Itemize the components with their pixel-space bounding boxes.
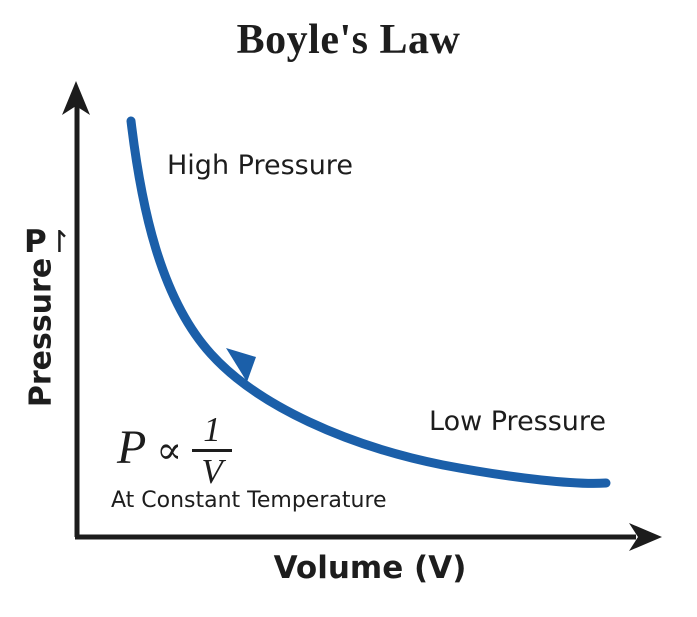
x-axis-label: Volume (V) <box>273 550 467 586</box>
isotherm-curve <box>126 116 611 488</box>
fraction-denominator: V <box>201 452 223 491</box>
diagram-title: Boyle's Law <box>236 17 461 63</box>
high-pressure-annotation: High Pressure <box>167 150 353 181</box>
constant-temperature-note: At Constant Temperature <box>111 488 387 513</box>
fraction-bar <box>192 449 233 452</box>
fraction-numerator: 1 <box>203 410 221 449</box>
formula: P ∝ 1 V <box>117 410 233 491</box>
y-axis-symbol: P↾ <box>24 224 72 260</box>
up-arrow-icon: ↾ <box>46 225 72 260</box>
y-axis-label: Pressure <box>23 257 59 408</box>
formula-fraction: 1 V <box>192 410 233 491</box>
low-pressure-annotation: Low Pressure <box>429 406 607 437</box>
pressure-symbol: P <box>24 224 47 260</box>
formula-lhs: P <box>117 420 147 474</box>
x-axis-arrow-icon <box>629 523 662 551</box>
y-axis-arrow-icon <box>62 81 90 115</box>
curve-direction-arrow-icon <box>226 348 256 382</box>
proportional-symbol: ∝ <box>156 429 183 472</box>
